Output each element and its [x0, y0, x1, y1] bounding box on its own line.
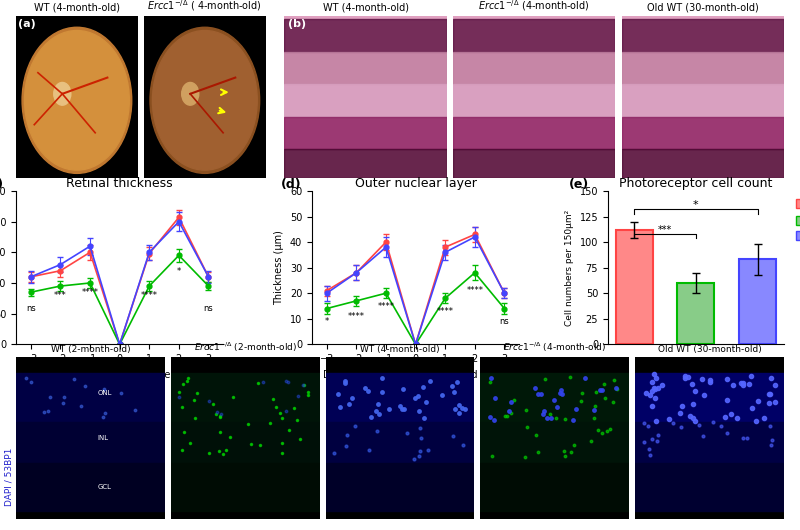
X-axis label: Distance from optic nerve head (mm): Distance from optic nerve head (mm) [323, 369, 508, 379]
Circle shape [182, 83, 198, 105]
Text: *: * [325, 317, 329, 326]
Title: Retinal thickness: Retinal thickness [66, 177, 173, 190]
Bar [622, 84, 784, 117]
Text: ****: **** [82, 288, 98, 297]
Y-axis label: Thickness (μm): Thickness (μm) [274, 230, 284, 305]
Bar [739, 260, 776, 344]
Circle shape [22, 27, 132, 173]
Bar [616, 230, 653, 344]
Bar [635, 373, 784, 422]
Text: Old WT (30-month-old): Old WT (30-month-old) [647, 3, 758, 13]
Text: (c): (c) [0, 178, 4, 191]
Bar [285, 117, 446, 149]
Text: ****: **** [141, 292, 158, 301]
Bar [16, 373, 165, 422]
Title: Outer nuclear layer: Outer nuclear layer [354, 177, 477, 190]
Title: Photoreceptor cell count: Photoreceptor cell count [619, 177, 773, 190]
Bar [170, 373, 320, 422]
Circle shape [153, 31, 258, 170]
Bar [622, 117, 784, 149]
Text: $\it{Ercc1}$$^{-/\Delta}$ ( 4-month-old): $\it{Ercc1}$$^{-/\Delta}$ ( 4-month-old) [147, 0, 262, 13]
Bar [622, 19, 784, 51]
Text: *: * [693, 200, 698, 210]
Text: ns: ns [26, 304, 36, 313]
Text: WT (4-month-old): WT (4-month-old) [34, 3, 120, 13]
Bar [453, 19, 615, 51]
Bar [453, 84, 615, 117]
Text: (e): (e) [569, 178, 590, 191]
Bar [170, 463, 320, 511]
Legend: WT (4-month-old), $\it{Ercc1}$$^{-/\Delta}$(4-month-old), Old WT (30-month-old): WT (4-month-old), $\it{Ercc1}$$^{-/\Delt… [792, 196, 800, 244]
Text: GCL: GCL [98, 484, 112, 490]
Text: $\it{Ercc1}$$^{-/\Delta}$ (2-month-old): $\it{Ercc1}$$^{-/\Delta}$ (2-month-old) [194, 340, 297, 354]
Bar [480, 373, 630, 422]
Bar [635, 463, 784, 511]
Bar [16, 422, 165, 463]
Text: ****: **** [466, 286, 483, 295]
Text: $\it{Ercc1}$$^{-/\Delta}$ (4-month-old): $\it{Ercc1}$$^{-/\Delta}$ (4-month-old) [503, 340, 606, 354]
X-axis label: Distance from optic nerve head (mm): Distance from optic nerve head (mm) [27, 369, 212, 379]
Bar [480, 463, 630, 511]
Bar [635, 422, 784, 463]
Text: WT (4-month-old): WT (4-month-old) [360, 345, 440, 354]
Text: $\it{Ercc1}$$^{-/\Delta}$ (4-month-old): $\it{Ercc1}$$^{-/\Delta}$ (4-month-old) [478, 0, 590, 13]
Text: ***: *** [54, 292, 66, 301]
Text: (b): (b) [288, 19, 306, 29]
Bar [285, 51, 446, 84]
Bar [16, 463, 165, 511]
Text: ***: *** [658, 225, 672, 235]
Circle shape [150, 27, 260, 173]
Bar [622, 149, 784, 178]
Bar [453, 117, 615, 149]
Bar [480, 422, 630, 463]
Text: WT (2-month-old): WT (2-month-old) [50, 345, 130, 354]
Circle shape [54, 83, 71, 105]
Text: *: * [177, 267, 181, 276]
Text: ns: ns [499, 317, 510, 326]
Bar [285, 149, 446, 178]
Bar [285, 84, 446, 117]
Text: ****: **** [378, 302, 394, 311]
Text: ONL: ONL [98, 390, 112, 396]
Bar [453, 51, 615, 84]
Bar [326, 373, 474, 422]
Text: ns: ns [204, 304, 214, 313]
Text: ****: **** [348, 312, 365, 321]
Bar [326, 463, 474, 511]
Text: WT (4-month-old): WT (4-month-old) [322, 3, 409, 13]
Circle shape [25, 31, 130, 170]
Text: ****: **** [437, 307, 454, 316]
Bar [453, 149, 615, 178]
Text: INL: INL [98, 435, 109, 441]
Bar [326, 422, 474, 463]
Text: Old WT (30-month-old): Old WT (30-month-old) [658, 345, 762, 354]
Text: DAPI / 53BP1: DAPI / 53BP1 [4, 448, 13, 506]
Bar [622, 51, 784, 84]
Text: (d): (d) [281, 178, 302, 191]
Bar [678, 283, 714, 345]
Bar [170, 422, 320, 463]
Y-axis label: Cell numbers per 150μm²: Cell numbers per 150μm² [565, 209, 574, 326]
Bar [285, 19, 446, 51]
Text: (a): (a) [18, 19, 36, 29]
